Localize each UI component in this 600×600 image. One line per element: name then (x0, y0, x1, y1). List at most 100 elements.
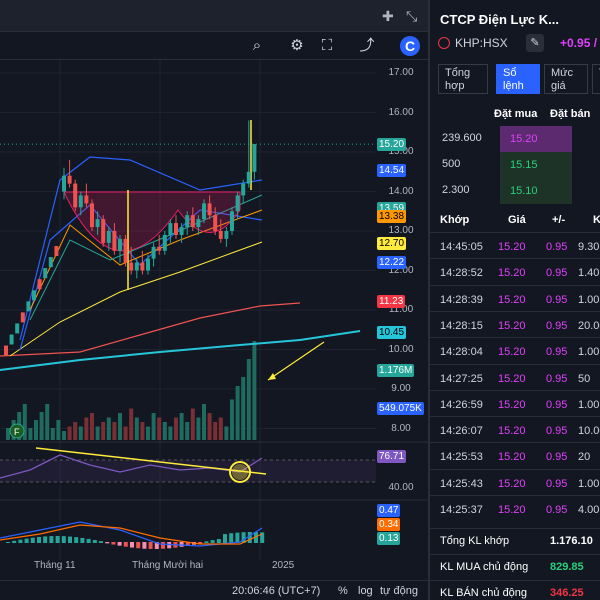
candle-body (101, 219, 106, 243)
share-icon[interactable]: ⤴ (359, 37, 375, 54)
trade-time: 14:26:59 (440, 398, 483, 411)
volume-ma-tag: 549.075K (377, 402, 424, 415)
trade-price: 15.20 (498, 372, 526, 385)
tab-overview[interactable]: Tổng hợp (438, 64, 488, 94)
tab-price-levels[interactable]: Mức giá (544, 64, 588, 94)
trade-row[interactable]: 14:25:43 15.20 0.95 1.00 (430, 468, 600, 495)
candle-body (140, 262, 145, 271)
ob-header-sell: Đặt bán (550, 108, 591, 120)
trade-row[interactable]: 14:28:15 15.20 0.95 20.00 (430, 310, 600, 337)
log-toggle[interactable]: log (358, 585, 373, 597)
trade-row[interactable]: 14:25:53 15.20 0.95 20 (430, 442, 600, 468)
macd-value-tag: 0.47 (377, 504, 401, 517)
summary-row: KL BÁN chủ động 346.25 (430, 580, 600, 600)
trade-row[interactable]: 14:28:04 15.20 0.95 1.00 (430, 337, 600, 363)
macd-value-tag: 0.13 (377, 532, 401, 545)
rsi-trendline (35, 447, 267, 475)
candle-body (90, 203, 94, 228)
candle-body (112, 231, 117, 251)
trade-row[interactable]: 14:28:52 15.20 0.95 1.40 (430, 258, 600, 284)
annotation-arrowhead (268, 373, 276, 380)
trade-change: 0.95 (546, 451, 568, 464)
volume-bar (246, 359, 251, 440)
volume-bar (146, 426, 150, 440)
price-scale-label: 11.00 (388, 304, 414, 315)
orderbook-row[interactable]: 2.300 15.10 (430, 178, 600, 204)
trade-row[interactable]: 14:27:25 15.20 0.95 50 (430, 363, 600, 390)
candle-body (235, 195, 240, 212)
price-scale-label: 10.00 (388, 343, 414, 355)
candle-body (224, 231, 229, 239)
trade-volume: 1.00 (578, 398, 600, 411)
trade-time: 14:25:37 (440, 504, 483, 516)
volume-bar (28, 428, 33, 440)
volume-bar (140, 422, 145, 440)
macd-histogram-bar (74, 537, 79, 543)
volume-bar (129, 408, 134, 440)
trade-volume: 9.30 (578, 241, 600, 253)
price-scale-label: 14.00 (388, 185, 414, 197)
macd-histogram-bar (260, 532, 265, 543)
volume-bar (22, 404, 27, 440)
macd-histogram-bar (99, 541, 103, 543)
trade-volume: 10.00 (578, 425, 600, 438)
macd-line (0, 521, 263, 547)
trade-row[interactable]: 14:26:07 15.20 0.95 10.00 (430, 416, 600, 442)
candle-body (118, 238, 122, 251)
candle-body (146, 258, 150, 271)
collapse-arrows-icon[interactable]: ⤡ (406, 8, 418, 24)
tab-orderbook[interactable]: Sổ lệnh (496, 64, 540, 94)
percent-toggle[interactable]: % (338, 585, 348, 597)
trade-change: 0.95 (546, 372, 568, 385)
price-scale-label: 16.00 (388, 106, 414, 118)
orderbook-row[interactable]: 239.600 15.20 (430, 126, 600, 152)
rsi-scale-label: 40.00 (388, 482, 414, 493)
candle-body (43, 268, 48, 279)
candle-body (9, 334, 14, 345)
annotation-arrow (267, 341, 325, 381)
orderbook-volume: 2.300 (442, 184, 470, 196)
volume-bar (84, 417, 89, 440)
volume-bar (196, 417, 201, 440)
price-scale-label: 17.00 (388, 67, 414, 78)
fullscreen-icon[interactable]: ⛶ (321, 37, 333, 54)
gear-icon[interactable]: ⚙ (290, 37, 304, 54)
summary-value: 829.85 (550, 561, 584, 573)
trade-price: 15.20 (498, 293, 526, 306)
plus-icon[interactable]: ✚ (382, 8, 394, 24)
trade-row[interactable]: 14:26:59 15.20 0.95 1.00 (430, 389, 600, 416)
orderbook-volume: 500 (442, 158, 461, 170)
price-tag: 12.22 (377, 255, 407, 269)
trade-volume: 20 (578, 451, 591, 464)
trade-row[interactable]: 14:45:05 15.20 0.95 9.30 (430, 232, 600, 258)
chart-panel[interactable]: ✚ ⤡ ⌕ ⚙ ⛶ ⤴ C F 17.00 16.00 15.00 14.00 13.0… (0, 0, 428, 600)
trade-price: 15.20 (498, 398, 526, 411)
zoom-search-icon[interactable]: ⌕ (252, 37, 262, 54)
tradingview-logo-icon[interactable]: C (400, 36, 420, 56)
trade-row[interactable]: 14:25:37 15.20 0.95 4.00 (430, 495, 600, 521)
tab-more[interactable]: T (592, 64, 600, 94)
candle-body (134, 262, 139, 271)
auto-toggle[interactable]: tự động (380, 585, 418, 597)
chart-window-bar: ✚ ⤡ (0, 0, 428, 32)
volume-bar (134, 417, 139, 440)
summary-value: 1.176.10 (550, 535, 593, 547)
price-chart[interactable]: F (0, 60, 428, 580)
trade-time: 14:27:25 (440, 372, 483, 385)
orderbook-row[interactable]: 500 15.15 (430, 152, 600, 178)
volume-bar (162, 422, 167, 440)
trades-header-price: Giá (508, 214, 526, 226)
edit-icon[interactable]: ✎ (526, 34, 544, 52)
x-label-nov: Tháng 11 (34, 560, 76, 571)
stock-detail-panel: CTCP Điện Lực K... KHP:HSX ✎ +0.95 / Tổn… (428, 0, 600, 600)
trade-volume: 50 (578, 372, 591, 385)
ma100-line (0, 302, 301, 357)
candle-body (48, 257, 53, 268)
dividend-flag-icon (9, 423, 25, 439)
candle-body (202, 203, 206, 220)
macd-histogram-bar (12, 540, 17, 543)
trade-change: 0.95 (546, 241, 568, 253)
macd-histogram-bar (117, 542, 122, 546)
trade-price: 15.20 (498, 346, 526, 359)
trade-row[interactable]: 14:28:39 15.20 0.95 1.00 (430, 284, 600, 311)
